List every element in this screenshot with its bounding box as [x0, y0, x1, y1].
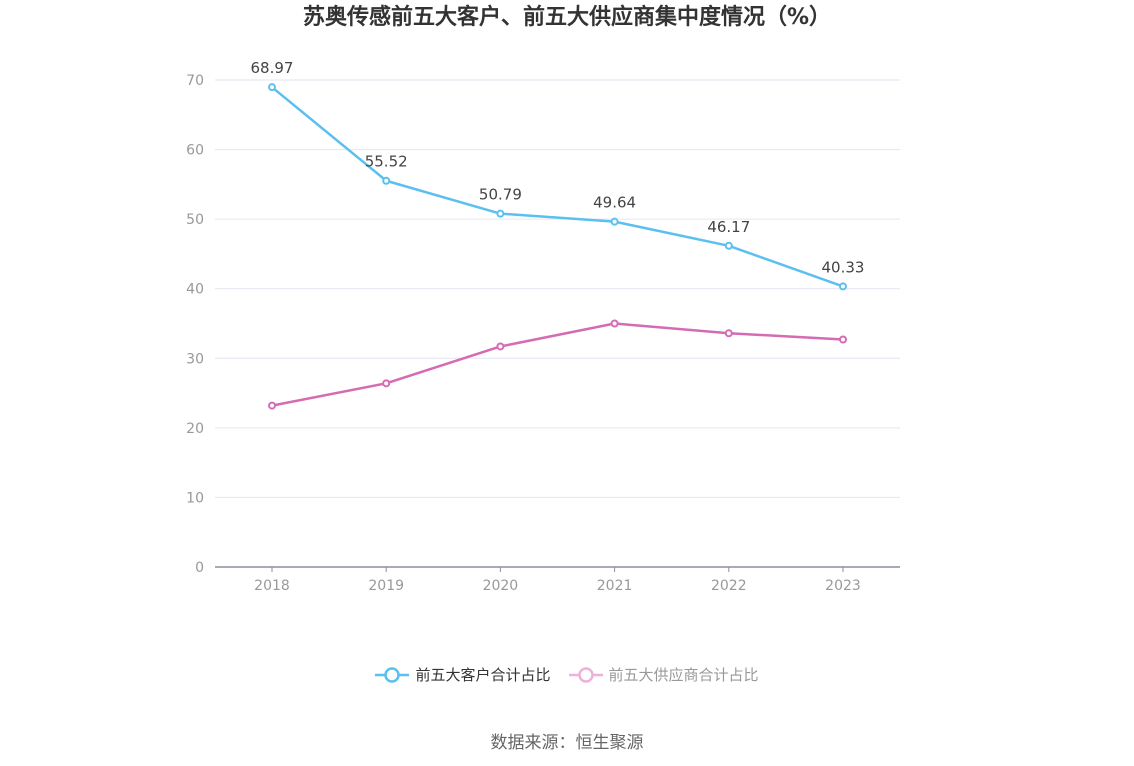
x-tick-label: 2021 — [597, 578, 633, 594]
x-tick-label: 2022 — [711, 578, 747, 594]
series-line-1 — [270, 322, 845, 407]
grid-lines — [215, 79, 900, 498]
data-point[interactable] — [496, 209, 505, 218]
data-point[interactable] — [382, 379, 391, 388]
y-tick-label: 50 — [186, 212, 204, 228]
x-tick-label: 2020 — [483, 578, 519, 594]
legend-label-customers: 前五大客户合计占比 — [415, 666, 551, 684]
data-labels: 68.97 55.52 50.79 49.64 46.17 40.33 — [251, 59, 865, 276]
data-label: 40.33 — [822, 258, 865, 276]
data-point[interactable] — [724, 241, 733, 250]
legend-item-suppliers[interactable]: 前五大供应商合计占比 — [568, 664, 759, 685]
y-tick-label: 20 — [186, 421, 204, 437]
chart-title: 苏奥传感前五大客户、前五大供应商集中度情况（%） — [302, 5, 832, 30]
legend-marker-customers — [375, 666, 410, 683]
x-tick-label: 2023 — [825, 578, 861, 594]
data-label: 68.97 — [251, 59, 294, 77]
data-source-note: 数据来源：恒生聚源 — [490, 733, 644, 753]
data-point[interactable] — [839, 335, 847, 344]
data-point[interactable] — [382, 176, 391, 185]
data-point[interactable] — [268, 83, 276, 92]
data-label: 49.64 — [593, 194, 636, 212]
data-point[interactable] — [496, 342, 505, 351]
x-tick-label: 2019 — [368, 578, 404, 594]
y-tick-label: 60 — [186, 143, 204, 159]
y-tick-label: 30 — [186, 351, 204, 367]
series-lines — [268, 83, 847, 410]
y-tick-label: 10 — [186, 490, 204, 506]
x-tick-label: 2018 — [254, 578, 290, 594]
legend: 前五大客户合计占比 前五大供应商合计占比 — [0, 664, 1134, 685]
data-label: 50.79 — [479, 186, 522, 204]
data-point[interactable] — [268, 401, 276, 410]
data-point[interactable] — [610, 319, 619, 328]
y-tick-label: 70 — [186, 73, 204, 89]
axes: 0 10 20 30 40 50 60 70 2018 2019 2020 2021 2022 2023 — [186, 73, 900, 594]
data-point[interactable] — [610, 217, 619, 226]
legend-label-suppliers: 前五大供应商合计占比 — [608, 666, 759, 684]
y-tick-label: 0 — [195, 560, 204, 576]
series-line-0 — [270, 85, 845, 288]
data-label: 46.17 — [707, 218, 750, 236]
data-point[interactable] — [724, 329, 733, 338]
data-label: 55.52 — [365, 153, 408, 171]
y-tick-label: 40 — [186, 282, 204, 298]
data-point[interactable] — [839, 282, 847, 291]
legend-marker-suppliers — [568, 666, 603, 683]
legend-item-customers[interactable]: 前五大客户合计占比 — [375, 664, 551, 685]
